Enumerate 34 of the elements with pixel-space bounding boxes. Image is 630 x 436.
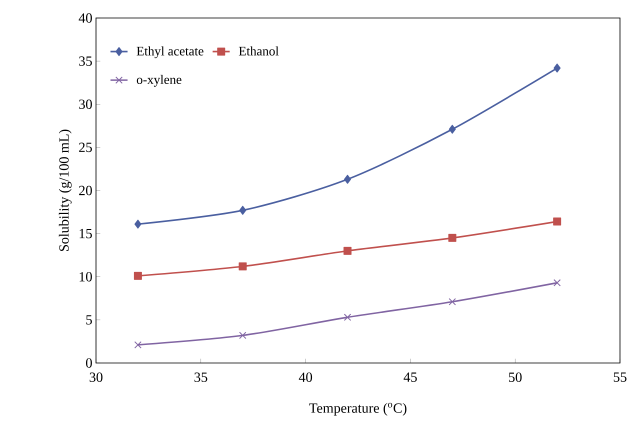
y-tick-label: 25 (79, 142, 92, 152)
point (134, 272, 142, 280)
point (134, 220, 142, 229)
x-tick-label: 35 (194, 372, 208, 382)
y-tick-label: 30 (79, 100, 92, 109)
point (344, 246, 352, 255)
x-tick-label: 50 (509, 372, 522, 382)
point (553, 218, 562, 226)
point (344, 314, 352, 321)
point (238, 262, 247, 270)
point (553, 279, 561, 286)
x-axis-title: Temperature ($^{o}$C) (309, 402, 406, 416)
legend-label: Ethyl acetate (136, 46, 204, 58)
legend-label: Ethanol (238, 46, 279, 56)
y-tick-label: 15 (80, 228, 92, 238)
x-tick-label: 40 (298, 372, 312, 382)
point (134, 341, 142, 349)
point (448, 234, 456, 242)
point (554, 64, 561, 73)
legend-label: o-xylene (136, 74, 182, 87)
y-tick-label: 35 (79, 56, 92, 66)
point (448, 124, 456, 134)
point (239, 332, 246, 340)
y-tick-label: 5 (86, 315, 92, 325)
x-tick-label: 55 (614, 372, 626, 382)
y-tick-label: 40 (78, 13, 92, 23)
x-tick-label: 45 (404, 372, 417, 382)
y-tick-label: 0 (86, 358, 92, 368)
point (344, 174, 352, 184)
y-tick-label: 20 (79, 186, 92, 196)
y-axis-title: Solubility (g/100 mL) (58, 130, 72, 251)
point (239, 206, 246, 215)
y-tick-label: 10 (80, 272, 92, 282)
point (448, 298, 456, 306)
